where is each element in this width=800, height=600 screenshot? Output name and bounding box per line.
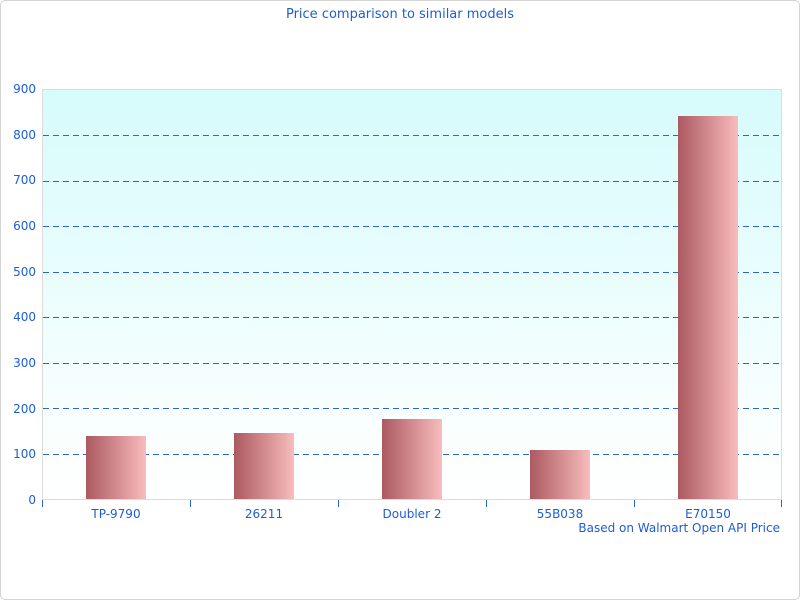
bar-doubler-2 (382, 419, 442, 499)
bar-tp-9790 (86, 436, 146, 499)
y-tick-label: 400 (13, 310, 36, 324)
y-tick-label: 600 (13, 219, 36, 233)
y-tick-label: 300 (13, 356, 36, 370)
gridline (43, 135, 781, 136)
gridline (43, 363, 781, 364)
x-tick-label: 26211 (244, 507, 284, 521)
chart-title: Price comparison to similar models (285, 7, 515, 22)
gridline (43, 226, 781, 227)
y-tick-label: 0 (28, 493, 36, 507)
y-tick-label: 900 (13, 82, 36, 96)
y-tick-label: 100 (13, 447, 36, 461)
gridline (43, 272, 781, 273)
chart-footnote: Based on Walmart Open API Price (578, 521, 780, 535)
bar-26211 (234, 433, 294, 499)
y-tick-label: 500 (13, 265, 36, 279)
y-tick-label: 800 (13, 128, 36, 142)
x-axis-tick (42, 500, 43, 507)
x-tick-label: 55B038 (536, 507, 584, 521)
x-axis-tick (190, 500, 191, 507)
bar-e70150 (678, 116, 738, 499)
gridline (43, 408, 781, 409)
x-axis-tick (338, 500, 339, 507)
y-tick-label: 200 (13, 402, 36, 416)
y-tick-label: 700 (13, 173, 36, 187)
bar-55b038 (530, 450, 590, 499)
x-tick-label: Doubler 2 (382, 507, 442, 521)
x-axis-tick (634, 500, 635, 507)
gridline (43, 317, 781, 318)
x-tick-label: TP-9790 (91, 507, 141, 521)
x-axis-tick (781, 500, 782, 507)
gridline (43, 181, 781, 182)
x-axis-tick (486, 500, 487, 507)
x-tick-label: E70150 (685, 507, 731, 521)
